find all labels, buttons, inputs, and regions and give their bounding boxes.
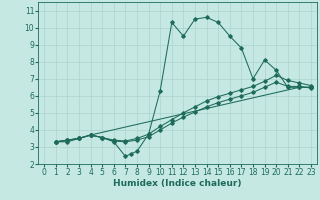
X-axis label: Humidex (Indice chaleur): Humidex (Indice chaleur): [113, 179, 242, 188]
